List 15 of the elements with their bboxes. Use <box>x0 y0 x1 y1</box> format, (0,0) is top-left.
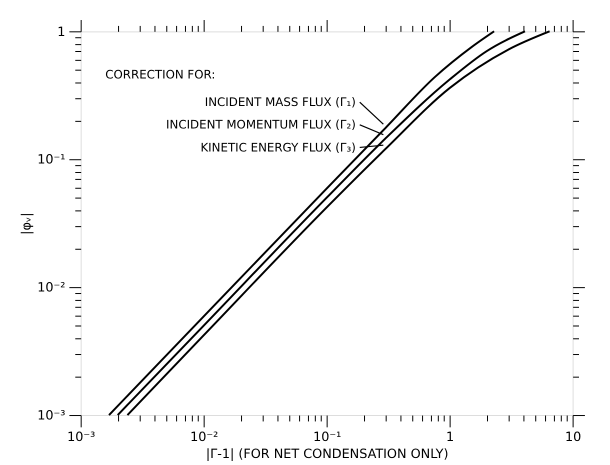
x-tick-label: 10⁻¹ <box>313 430 342 446</box>
y-tick-label: 1 <box>57 24 66 40</box>
x-tick-label: 10⁻² <box>190 430 218 446</box>
x-axis-title: |Γ-1| (FOR NET CONDENSATION ONLY) <box>206 446 448 462</box>
y-tick-label: 10⁻² <box>37 280 66 296</box>
x-tick-label: 1 <box>446 430 454 446</box>
legend-title: CORRECTION FOR: <box>105 68 216 82</box>
x-tick-label: 10 <box>564 430 582 446</box>
x-tick-label: 10⁻³ <box>67 430 96 446</box>
y-tick-label: 10⁻¹ <box>37 152 66 168</box>
text: INCIDENT MASS FLUX (Γ₁) <box>204 95 356 110</box>
y-axis-title: |φᵥ| <box>19 212 34 235</box>
legend-label: INCIDENT MOMENTUM FLUX (Γ₂) <box>166 118 356 132</box>
legend-label: KINETIC ENERGY FLUX (Γ₃) <box>200 140 356 154</box>
y-tick-label: 10⁻³ <box>37 408 66 424</box>
